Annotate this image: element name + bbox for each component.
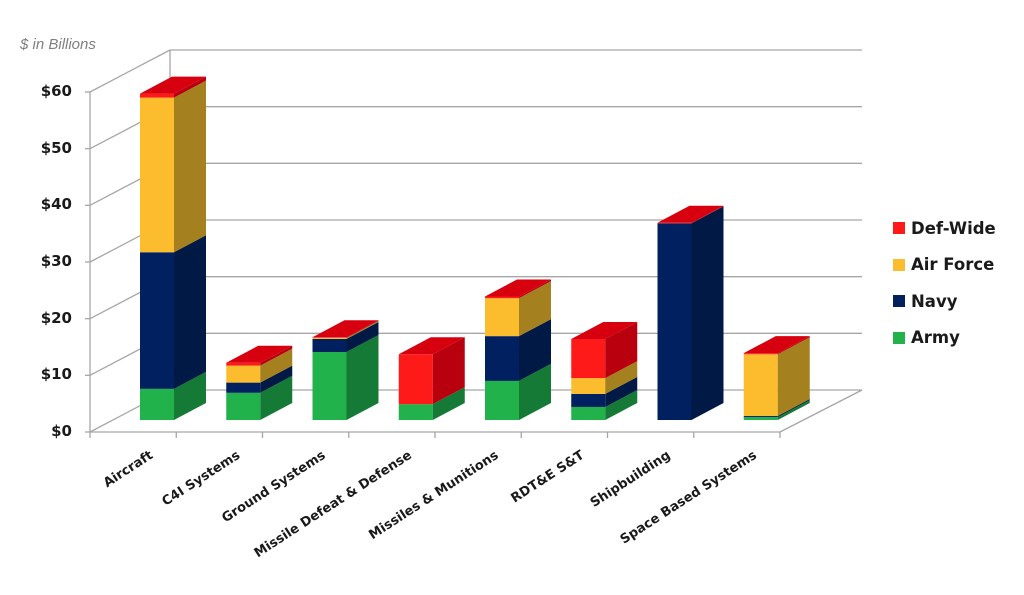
bar-side-face	[691, 206, 724, 420]
bar-side-face	[174, 80, 206, 253]
bar-side-face	[260, 375, 293, 420]
legend-swatch	[893, 331, 905, 344]
bar-side-face	[605, 376, 638, 407]
legend-item-navy: Navy	[893, 283, 996, 320]
legend-swatch	[893, 295, 905, 308]
y-tick: $10	[40, 365, 72, 384]
bar-top-face	[398, 337, 465, 355]
bar-segment-navy	[140, 252, 174, 389]
bar-segment-army	[743, 417, 778, 420]
bar-segment-navy	[226, 382, 261, 393]
bar-segment-def-wide	[571, 338, 606, 379]
bar-side-face	[260, 348, 293, 383]
bar-segment-army	[226, 392, 261, 420]
bar-segment-army	[571, 406, 606, 420]
bar-top-face	[140, 76, 206, 94]
legend: Def-Wide Air Force Navy Army	[893, 210, 996, 356]
legend-label: Navy	[911, 291, 958, 311]
bar-side-face	[346, 321, 379, 352]
bar-side-face	[605, 389, 638, 420]
bar-segment-def-wide	[312, 337, 347, 338]
legend-label: Air Force	[911, 255, 995, 275]
bar-side-face	[605, 321, 638, 379]
legend-swatch	[893, 222, 905, 235]
bar-side-face	[777, 336, 810, 355]
bar-side-face	[346, 335, 379, 420]
bar-side-face	[346, 320, 379, 338]
side-wall-gridline	[89, 49, 171, 93]
bar-segment-def-wide	[657, 222, 692, 224]
bar-side-face	[174, 76, 206, 98]
bar-segment-def-wide	[226, 362, 261, 366]
bar-segment-air-force	[140, 97, 174, 253]
bar-segment-army	[485, 380, 519, 420]
bar-side-face	[432, 387, 465, 420]
bar-side-face	[174, 235, 206, 389]
bar-segment-navy	[485, 336, 519, 381]
legend-item-army: Army	[893, 320, 996, 357]
bar-segment-def-wide	[140, 93, 174, 98]
bar-segment-def-wide	[485, 296, 519, 299]
bar-side-face	[519, 363, 551, 420]
bar-side-face	[260, 365, 293, 393]
floor-right-edge	[779, 389, 863, 433]
bar-top-face	[657, 205, 724, 223]
bar-segment-army	[312, 352, 347, 420]
bar-segment-air-force	[226, 365, 261, 383]
bar-side-face	[777, 400, 810, 420]
bar-side-face	[174, 371, 206, 420]
legend-item-def-wide: Def-Wide	[893, 210, 996, 247]
bar-segment-air-force	[485, 298, 519, 337]
bar-top-face	[312, 320, 379, 338]
bar-segment-navy	[571, 393, 606, 407]
legend-item-air-force: Air Force	[893, 247, 996, 284]
bar-segment-navy	[743, 416, 778, 418]
bar-side-face	[519, 279, 551, 299]
y-tick: $60	[40, 82, 72, 100]
bar-side-face	[777, 337, 810, 417]
bar-segment-air-force	[571, 378, 606, 394]
bar-segment-air-force	[312, 337, 347, 339]
bar-segment-army	[140, 388, 174, 420]
bar-side-face	[519, 281, 551, 337]
bar-side-face	[432, 337, 465, 405]
bar-side-face	[260, 345, 293, 366]
bar-segment-def-wide	[743, 353, 778, 355]
bar-side-face	[691, 205, 724, 224]
legend-label: Def-Wide	[911, 218, 996, 238]
bar-segment-navy	[312, 338, 347, 352]
bar-top-face	[226, 345, 293, 363]
bar-side-face	[519, 319, 551, 381]
bar-segment-air-force	[743, 354, 778, 417]
unit-label: $ in Billions	[20, 36, 96, 53]
bar-segment-army	[398, 404, 433, 420]
bar-top-face	[743, 336, 810, 354]
bar-side-face	[777, 399, 810, 418]
y-tick: $50	[40, 138, 72, 157]
y-tick: $30	[40, 252, 72, 270]
y-tick: $0	[51, 422, 72, 440]
bar-segment-navy	[657, 223, 692, 420]
y-tick: $40	[40, 195, 72, 214]
legend-swatch	[893, 258, 905, 271]
bar-top-face	[485, 279, 551, 297]
bar-side-face	[605, 361, 638, 394]
bar-top-face	[571, 321, 638, 339]
bar-segment-def-wide	[398, 354, 433, 405]
legend-label: Army	[911, 328, 960, 348]
bar-side-face	[346, 320, 379, 339]
y-tick: $20	[40, 308, 72, 327]
